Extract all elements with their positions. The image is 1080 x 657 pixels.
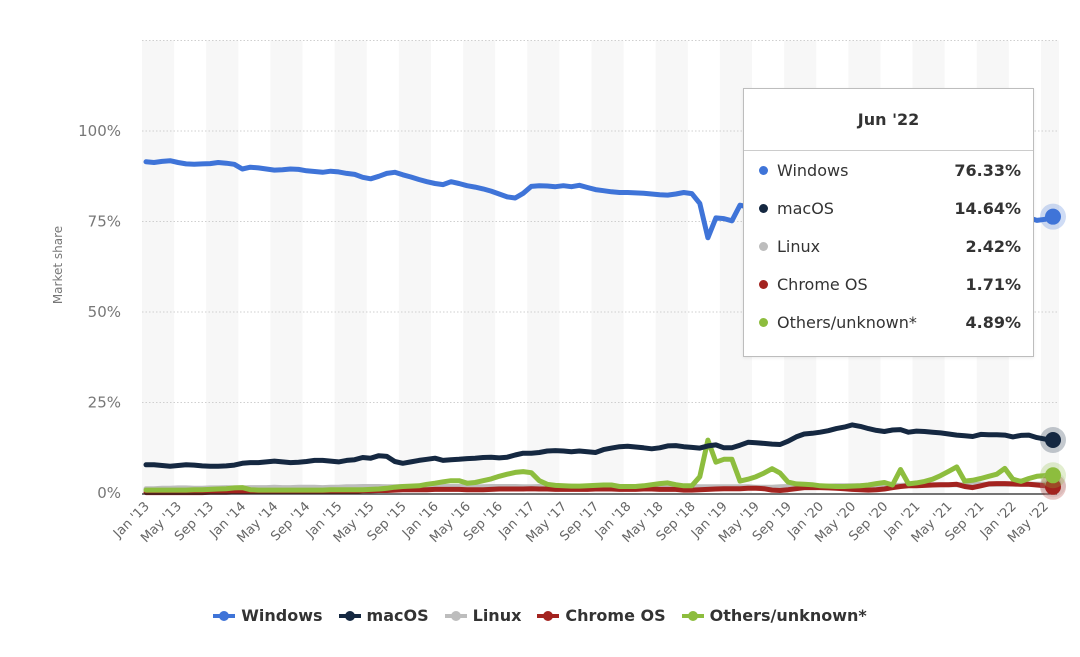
legend-label: Chrome OS [565, 606, 666, 625]
legend-item-others-unknown-[interactable]: Others/unknown* [681, 606, 867, 625]
others-dot-icon [759, 317, 768, 327]
end-point-macos [1045, 432, 1061, 449]
series-line-others-unknown- [143, 437, 1056, 493]
legend-label: macOS [366, 606, 429, 625]
y-tick-label: 0% [97, 484, 121, 502]
end-point-others-unknown- [1045, 467, 1061, 484]
y-tick-label: 75% [88, 213, 121, 231]
legend-others-unknown--marker-icon [681, 610, 704, 621]
tooltip-value: 14.64% [954, 198, 1021, 218]
tooltip-row-linux: Linux 2.42% [744, 227, 1033, 265]
legend-chrome-os-marker-icon [537, 610, 560, 621]
tooltip-row-macos: macOS 14.64% [744, 189, 1033, 227]
macos-dot-icon [759, 203, 768, 213]
windows-dot-icon [759, 165, 768, 175]
legend-macos-marker-icon [338, 610, 361, 621]
background-band [1040, 40, 1059, 493]
legend-item-chrome-os[interactable]: Chrome OS [537, 606, 666, 625]
legend-item-linux[interactable]: Linux [444, 606, 522, 625]
tooltip-value: 2.42% [965, 236, 1021, 256]
y-axis-label: Market share [51, 225, 65, 305]
tooltip-row-others: Others/unknown* 4.89% [744, 303, 1033, 341]
tooltip-value: 76.33% [954, 160, 1021, 180]
background-band [142, 40, 175, 493]
legend-label: Linux [472, 606, 522, 625]
background-band [398, 40, 431, 493]
series-line-macos [143, 422, 1056, 469]
legend-label: Windows [241, 606, 323, 625]
tooltip-label: macOS [777, 198, 834, 218]
background-band [591, 40, 624, 493]
legend-item-macos[interactable]: macOS [338, 606, 429, 625]
end-point-windows [1045, 208, 1061, 225]
background-band [527, 40, 560, 493]
tooltip-label: Others/unknown* [777, 312, 917, 332]
y-tick-label: 100% [78, 122, 121, 140]
background-band [334, 40, 367, 493]
tooltip-row-chrome-os: Chrome OS 1.71% [744, 265, 1033, 303]
tooltip-label: Linux [777, 236, 821, 256]
background-band [463, 40, 496, 493]
tooltip-value: 4.89% [965, 312, 1021, 332]
legend-label: Others/unknown* [709, 606, 867, 625]
linux-dot-icon [759, 241, 768, 251]
background-band [655, 40, 688, 493]
tooltip-title: Jun '22 [744, 89, 1033, 151]
background-band [270, 40, 303, 493]
legend: Windows macOS Linux Chrome OS Others/unknown… [0, 606, 1080, 625]
tooltip-row-windows: Windows 76.33% [744, 151, 1033, 189]
chrome-os-dot-icon [759, 279, 768, 289]
tooltip: Jun '22 Windows 76.33% macOS 14.64% Linu… [743, 88, 1034, 357]
legend-windows-marker-icon [213, 610, 236, 621]
y-tick-label: 50% [88, 303, 121, 321]
tooltip-label: Windows [777, 160, 849, 180]
legend-linux-marker-icon [444, 610, 467, 621]
y-tick-label: 25% [88, 394, 121, 412]
tooltip-label: Chrome OS [777, 274, 868, 294]
background-band [206, 40, 239, 493]
end-point-chrome-os [1045, 478, 1061, 495]
legend-item-windows[interactable]: Windows [213, 606, 323, 625]
tooltip-value: 1.71% [965, 274, 1021, 294]
